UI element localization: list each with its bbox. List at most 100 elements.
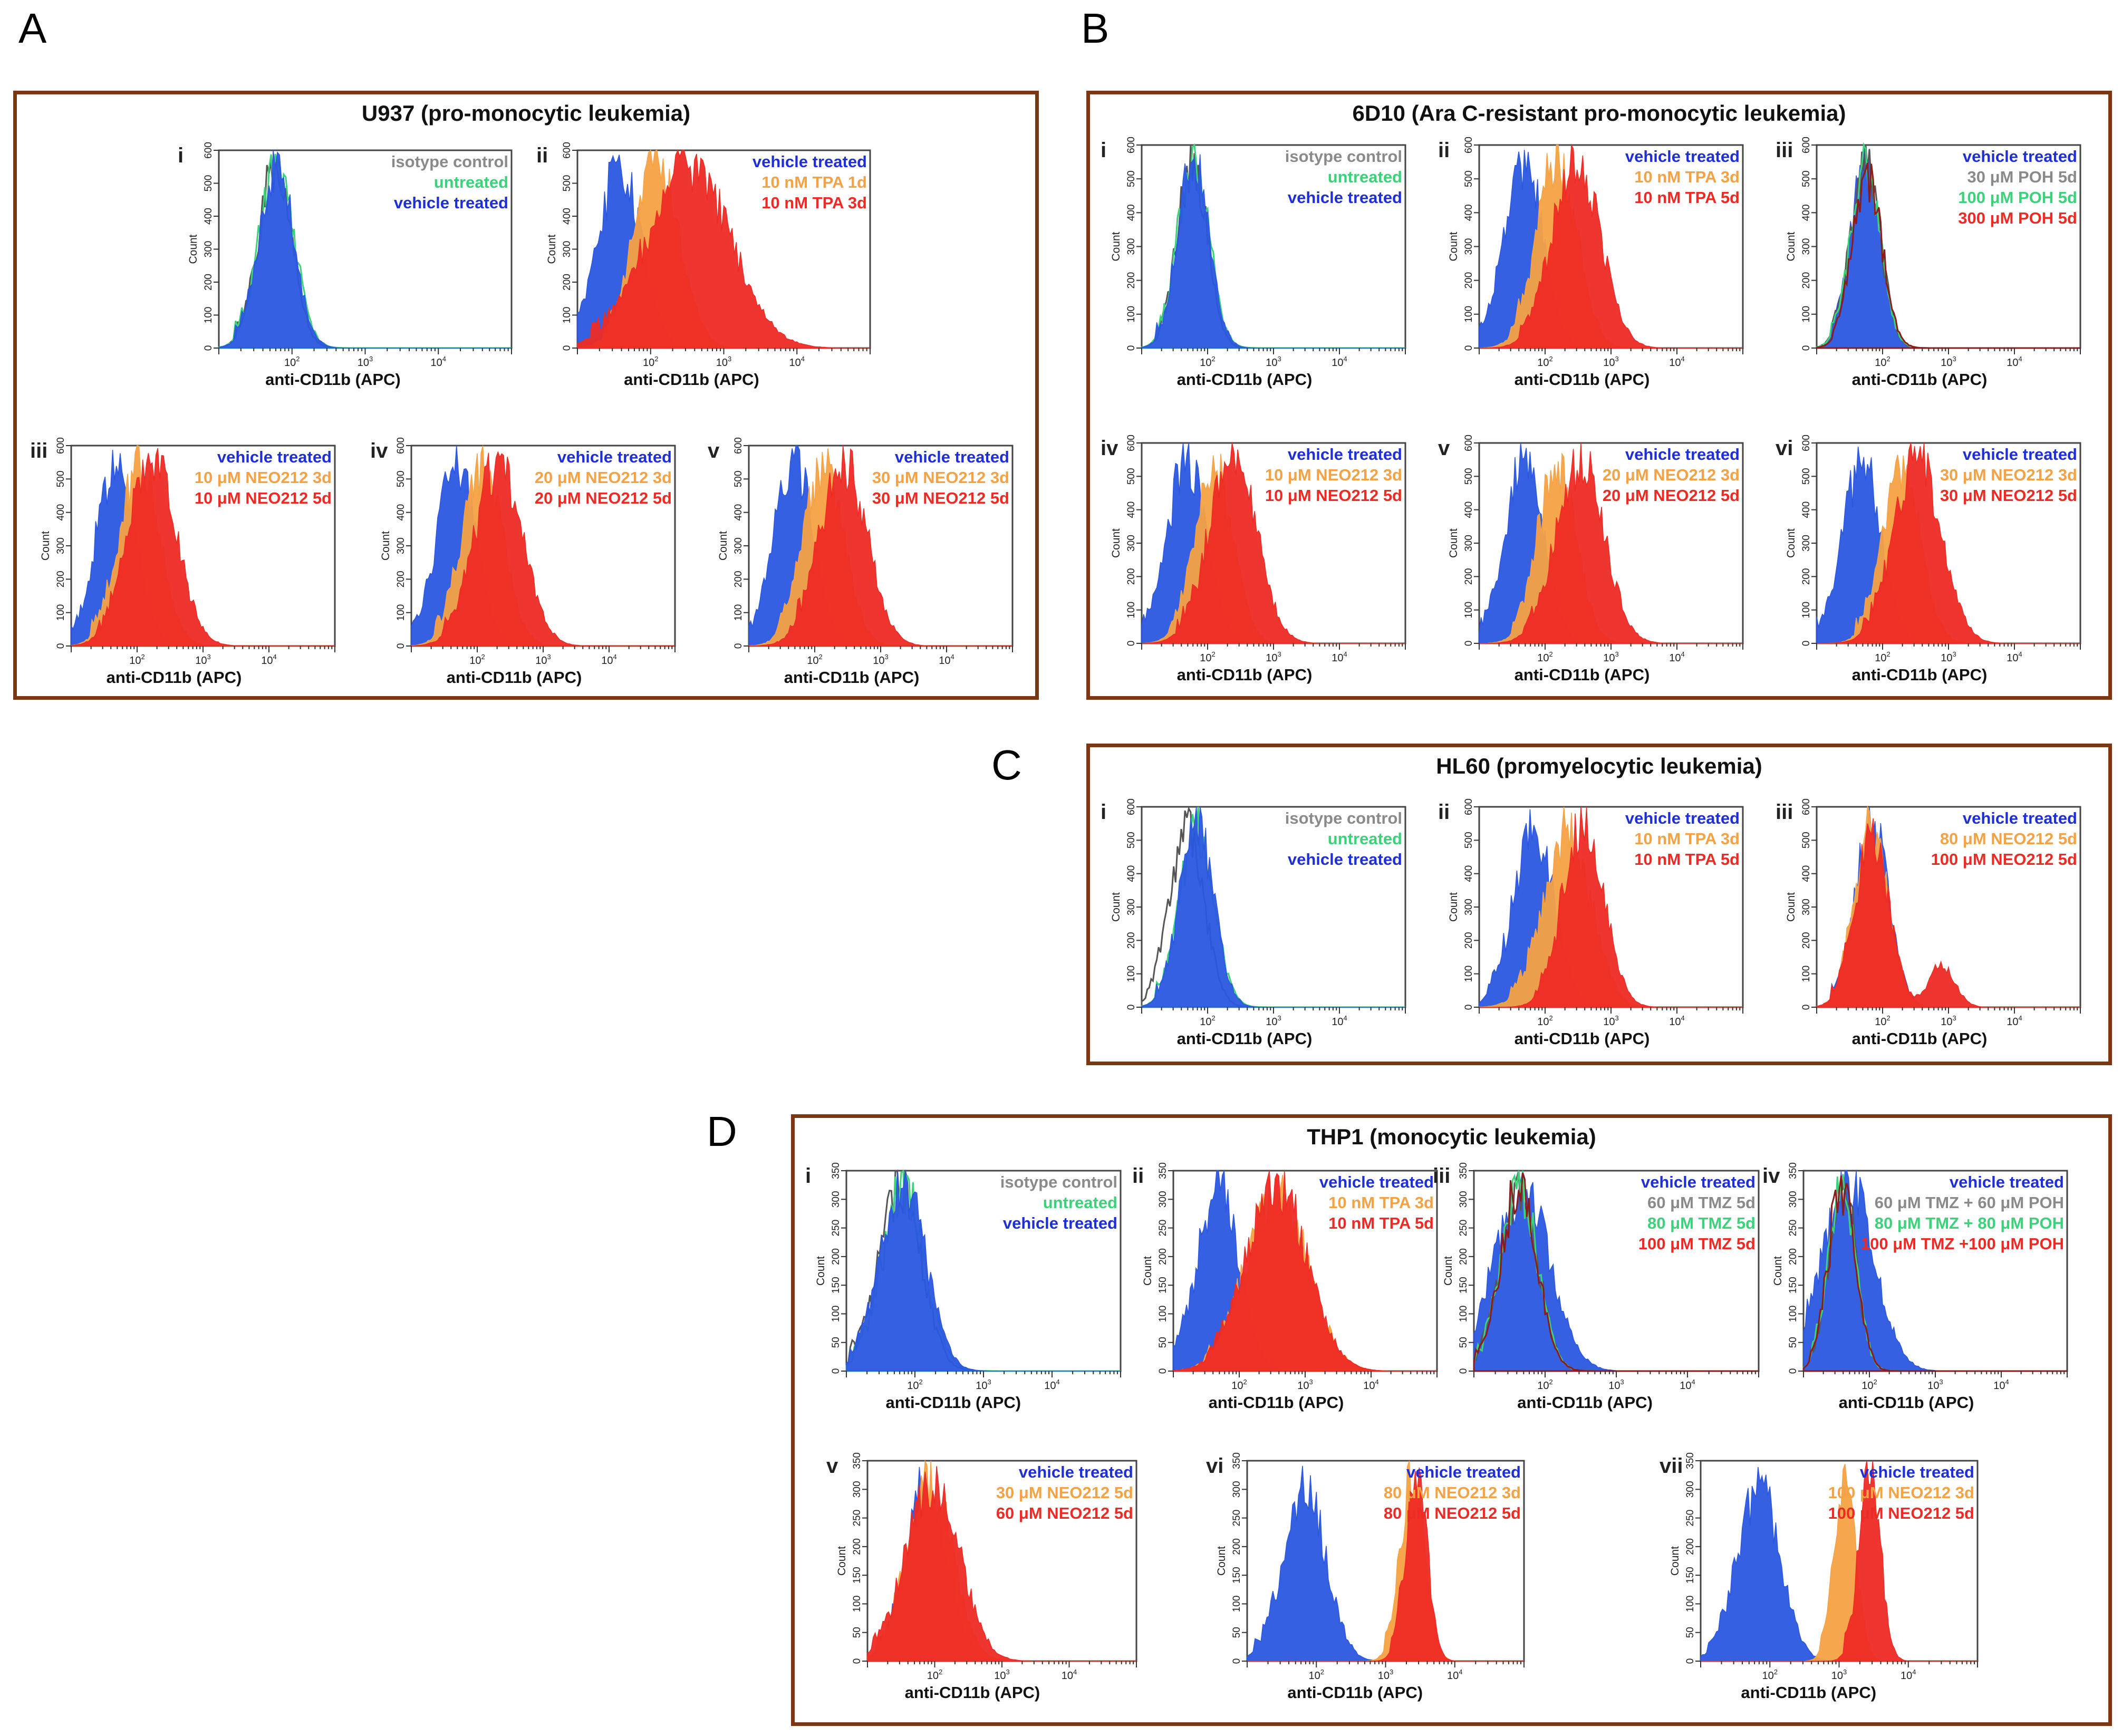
- y-axis-label: Count: [1110, 232, 1122, 261]
- legend-entry: 30 μM NEO212 5d: [872, 489, 1009, 507]
- y-tick-label: 300: [1126, 535, 1137, 552]
- y-tick-label: 200: [1788, 1248, 1799, 1265]
- series-20-m-neo212-5d: [411, 451, 675, 647]
- y-tick-label: 600: [1801, 435, 1812, 451]
- y-tick-label: 0: [55, 643, 66, 649]
- x-axis-label: anti-CD11b (APC): [1514, 1029, 1650, 1048]
- y-tick-label: 300: [1126, 238, 1137, 255]
- histogram-a-ii: 0 100 200 300 400 500 600 Count 102 103 104 ii vehic…: [536, 142, 871, 389]
- y-axis-label: Count: [1785, 528, 1797, 558]
- histogram-b-ii: 0 100 200 300 400 500 600 Count 102 103 104 ii vehic…: [1438, 137, 1744, 389]
- y-tick-label: 300: [1788, 1191, 1799, 1208]
- y-tick-label: 150: [1788, 1277, 1799, 1294]
- y-tick-label: 300: [831, 1191, 842, 1208]
- y-tick-label: 100: [1463, 966, 1474, 982]
- histogram-b-iii: 0 100 200 300 400 500 600 Count 102 103 104 iii vehi…: [1776, 137, 2081, 389]
- y-tick-label: 200: [55, 571, 66, 587]
- y-tick-label: 500: [55, 470, 66, 487]
- y-tick-label: 400: [1801, 501, 1812, 518]
- panel-b-title: 6D10 (Ara C-resistant pro-monocytic leuk…: [1352, 101, 1846, 126]
- legend-entry: 20 μM NEO212 5d: [1602, 486, 1740, 505]
- legend: vehicle treated 60 μM TMZ 5d 80 μM TMZ 5d 1…: [1638, 1172, 1756, 1254]
- y-tick-label: 500: [733, 470, 744, 487]
- subpanel-numeral: iii: [30, 439, 48, 462]
- legend: isotype control untreated vehicle treated: [1285, 146, 1402, 208]
- legend-entry: 100 μM NEO212 3d: [1828, 1483, 1974, 1502]
- y-tick-label: 300: [1458, 1191, 1469, 1208]
- y-tick-label: 100: [203, 307, 214, 324]
- subpanel-numeral: iv: [1101, 437, 1118, 460]
- subpanel-numeral: v: [826, 1454, 838, 1478]
- x-axis-label: anti-CD11b (APC): [1176, 1029, 1313, 1048]
- y-tick-label: 100: [1801, 966, 1812, 982]
- y-tick-label: 300: [1801, 899, 1812, 915]
- legend: vehicle treated 10 nM TPA 1d 10 nM TPA 3d: [753, 151, 867, 213]
- series-10-m-neo212-5d: [1141, 442, 1405, 644]
- legend-entry: 60 μM NEO212 5d: [996, 1504, 1133, 1522]
- legend-entry: 80 μM NEO212 3d: [1383, 1483, 1521, 1502]
- y-tick-label: 250: [852, 1510, 863, 1527]
- y-tick-label: 400: [1801, 204, 1812, 221]
- legend-entry: vehicle treated: [1962, 445, 2077, 464]
- y-tick-label: 100: [1126, 966, 1137, 982]
- y-axis-label: Count: [1142, 1256, 1154, 1286]
- legend-entry: 80 μM TMZ 5d: [1647, 1214, 1756, 1232]
- y-tick-label: 0: [1463, 641, 1474, 647]
- legend: vehicle treated 100 μM NEO212 3d 100 μM NE…: [1828, 1462, 1974, 1523]
- subpanel-numeral: i: [1101, 139, 1107, 162]
- y-tick-label: 600: [1126, 798, 1137, 815]
- y-tick-label: 300: [1463, 899, 1474, 915]
- y-tick-label: 350: [1685, 1452, 1696, 1469]
- subpanel-numeral: ii: [1132, 1164, 1144, 1188]
- x-axis-label: anti-CD11b (APC): [1851, 1029, 1988, 1048]
- y-axis-label: Count: [1216, 1546, 1228, 1576]
- y-tick-label: 200: [852, 1538, 863, 1555]
- panel-a-frame: U937 (pro-monocytic leukemia): [13, 91, 1039, 700]
- legend: vehicle treated 10 nM TPA 3d 10 nM TPA 5d: [1319, 1172, 1434, 1233]
- y-axis-label: Count: [1442, 1256, 1454, 1286]
- x-axis-label: anti-CD11b (APC): [106, 668, 242, 687]
- y-tick-label: 50: [1158, 1337, 1169, 1348]
- y-tick-label: 300: [203, 241, 214, 258]
- y-tick-label: 0: [1685, 1658, 1696, 1664]
- legend-entry: 10 μM NEO212 5d: [1265, 486, 1402, 505]
- y-tick-label: 200: [562, 274, 573, 291]
- legend-entry: vehicle treated: [1002, 1214, 1117, 1232]
- series-30-m-neo212-5d: [1816, 442, 2080, 644]
- y-tick-label: 200: [1126, 568, 1137, 585]
- y-tick-label: 400: [1126, 204, 1137, 221]
- x-axis-label: anti-CD11b (APC): [1287, 1683, 1423, 1702]
- y-tick-label: 400: [1463, 501, 1474, 518]
- y-axis-label: Count: [1772, 1256, 1784, 1286]
- y-tick-label: 600: [1126, 137, 1137, 153]
- y-tick-label: 50: [1231, 1627, 1242, 1638]
- legend-entry: 20 μM NEO212 3d: [1602, 466, 1740, 484]
- y-tick-label: 600: [1463, 137, 1474, 153]
- y-tick-label: 200: [1463, 272, 1474, 289]
- y-axis-label: Count: [717, 531, 729, 561]
- x-axis-label: anti-CD11b (APC): [1176, 666, 1313, 684]
- y-tick-label: 600: [55, 437, 66, 454]
- y-tick-label: 350: [1231, 1452, 1242, 1469]
- legend-entry: 10 nM TPA 1d: [761, 173, 867, 191]
- y-tick-label: 100: [1801, 602, 1812, 619]
- y-tick-label: 0: [1158, 1368, 1169, 1374]
- y-tick-label: 50: [1788, 1337, 1799, 1348]
- legend-entry: vehicle treated: [752, 152, 867, 171]
- histogram-c-ii: 0 100 200 300 400 500 600 Count 102 103 104 ii vehic…: [1438, 798, 1744, 1048]
- subpanel-numeral: i: [805, 1164, 812, 1188]
- legend-entry: vehicle treated: [1859, 1463, 1974, 1481]
- y-tick-label: 200: [1801, 568, 1812, 585]
- y-axis-label: Count: [380, 531, 392, 561]
- subpanel-numeral: iii: [1433, 1164, 1451, 1188]
- y-tick-label: 100: [55, 604, 66, 621]
- y-tick-label: 500: [1801, 832, 1812, 848]
- legend-entry: 100 μM TMZ +100 μM POH: [1860, 1235, 2064, 1253]
- histogram-d-i: 0 50 100 150 200 250 300 350 Count 102 103 104 i isot…: [805, 1162, 1122, 1412]
